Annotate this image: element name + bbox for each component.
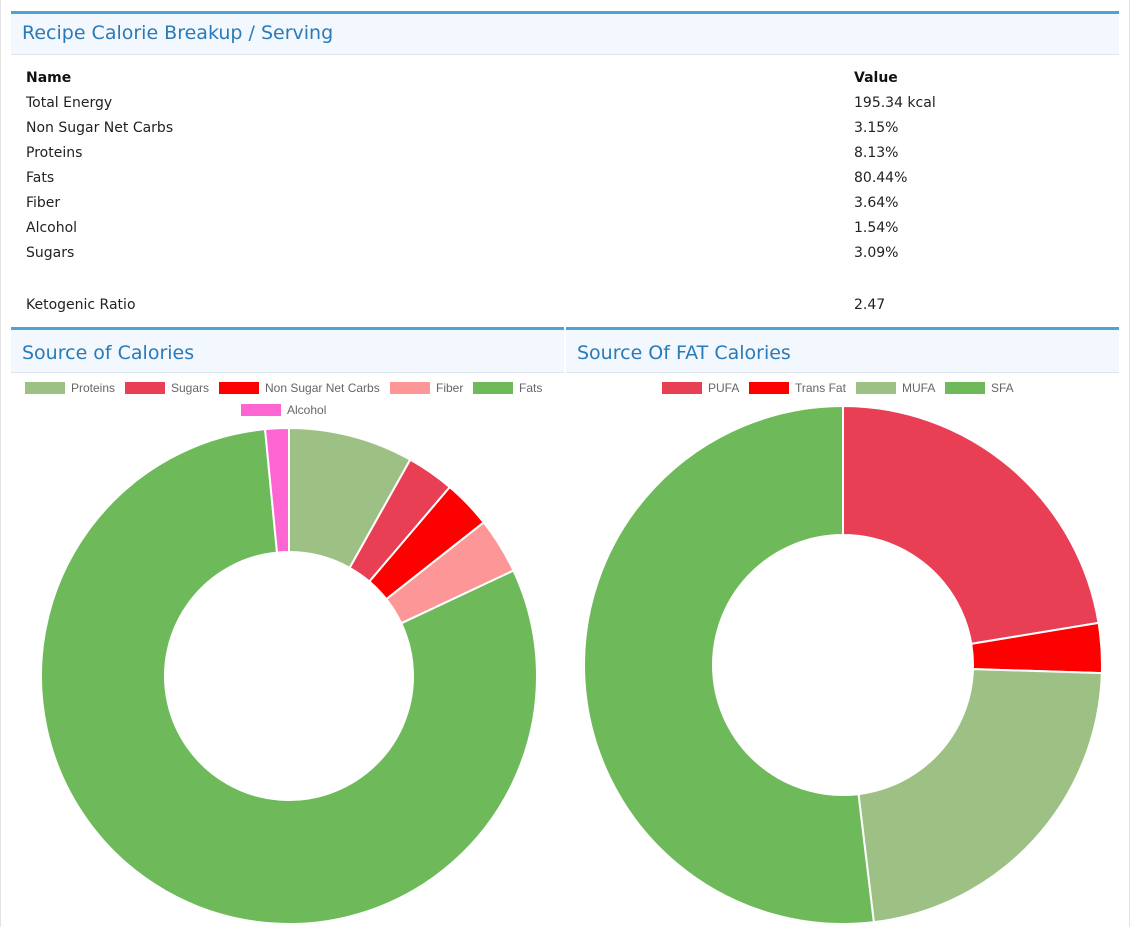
- table-row: Fiber 3.64%: [26, 195, 1106, 217]
- fat-panel-title: Source Of FAT Calories: [577, 342, 791, 364]
- breakup-panel-header: Recipe Calorie Breakup / Serving: [11, 11, 1119, 55]
- legend-swatch: [125, 382, 165, 394]
- slice-mufa[interactable]: [857, 668, 1103, 924]
- legend-swatch: [856, 382, 896, 394]
- row-name: Fats: [26, 170, 55, 186]
- row-value: 80.44%: [854, 170, 908, 186]
- slice-fats[interactable]: [39, 428, 538, 925]
- legend-swatch: [25, 382, 65, 394]
- legend-label: Trans Fat: [795, 381, 846, 395]
- legend-label: Fiber: [436, 381, 464, 395]
- legend-label: Alcohol: [287, 403, 327, 417]
- legend-swatch: [945, 382, 985, 394]
- table-row: Alcohol 1.54%: [26, 220, 1106, 242]
- table-row: Fats 80.44%: [26, 170, 1106, 192]
- breakup-panel-title: Recipe Calorie Breakup / Serving: [22, 22, 334, 44]
- legend-swatch: [219, 382, 259, 394]
- ketogenic-ratio-label: Ketogenic Ratio: [26, 297, 136, 313]
- row-name: Fiber: [26, 195, 61, 211]
- row-value: 195.34 kcal: [854, 95, 936, 111]
- legend-swatch: [749, 382, 789, 394]
- legend-label: Sugars: [171, 381, 210, 395]
- table-row: Non Sugar Net Carbs 3.15%: [26, 120, 1106, 142]
- row-name: Alcohol: [26, 220, 78, 236]
- slice-alcohol[interactable]: [263, 426, 290, 554]
- legend-label: PUFA: [708, 381, 740, 395]
- column-header-name: Name: [26, 70, 72, 86]
- legend-label: Fats: [519, 381, 543, 395]
- ketogenic-ratio-value: 2.47: [854, 297, 886, 313]
- page-border-left: [0, 0, 1, 927]
- calories-panel-title: Source of Calories: [22, 342, 195, 364]
- row-name: Total Energy: [26, 95, 113, 111]
- ketogenic-ratio-row: Ketogenic Ratio 2.47: [26, 297, 1106, 319]
- legend-label: Non Sugar Net Carbs: [265, 381, 380, 395]
- row-name: Sugars: [26, 245, 75, 261]
- row-value: 3.64%: [854, 195, 899, 211]
- legend-label: Proteins: [71, 381, 116, 395]
- page-border-right: [1129, 0, 1130, 927]
- legend-label: MUFA: [902, 381, 936, 395]
- slice-sfa[interactable]: [583, 404, 875, 925]
- table-row: Proteins 8.13%: [26, 145, 1106, 167]
- calories-doughnut-chart: [39, 426, 538, 925]
- row-value: 3.15%: [854, 120, 899, 136]
- fat-doughnut-chart: [583, 404, 1103, 925]
- legend-swatch: [473, 382, 513, 394]
- legend-label: SFA: [991, 381, 1014, 395]
- calories-panel-header: Source of Calories: [11, 327, 564, 373]
- legend-swatch: [241, 404, 281, 416]
- slice-pufa[interactable]: [842, 404, 1100, 646]
- row-name: Proteins: [26, 145, 83, 161]
- table-header-row: Name Value: [26, 70, 1106, 92]
- row-name: Non Sugar Net Carbs: [26, 120, 174, 136]
- legend-swatch: [662, 382, 702, 394]
- table-row: Sugars 3.09%: [26, 245, 1106, 267]
- table-row: Total Energy 195.34 kcal: [26, 95, 1106, 117]
- row-value: 1.54%: [854, 220, 899, 236]
- row-value: 8.13%: [854, 145, 899, 161]
- fat-panel-header: Source Of FAT Calories: [566, 327, 1119, 373]
- row-value: 3.09%: [854, 245, 899, 261]
- column-header-value: Value: [854, 70, 898, 86]
- legend-swatch: [390, 382, 430, 394]
